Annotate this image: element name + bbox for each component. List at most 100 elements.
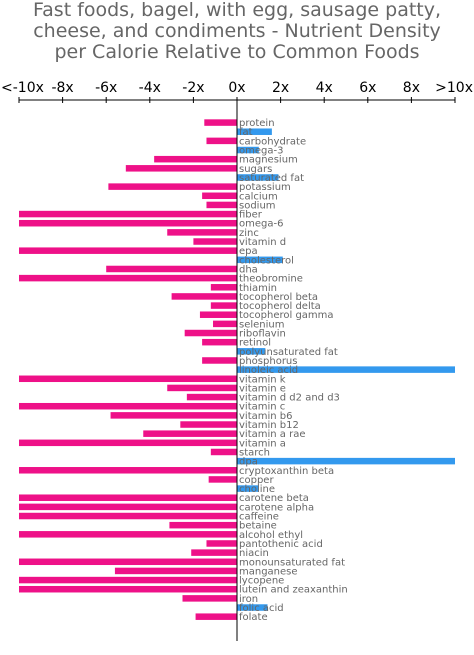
bar-zinc <box>167 229 237 236</box>
category-label: lycopene <box>239 576 284 587</box>
x-tick-label: -2x <box>182 80 204 96</box>
category-label: vitamin d <box>239 237 286 248</box>
category-label: vitamin a <box>239 438 286 449</box>
category-label: thiamin <box>239 283 277 294</box>
category-label: sodium <box>239 200 276 211</box>
chart-title: Fast foods, bagel, with egg, sausage pat… <box>0 0 474 63</box>
bar-caffeine <box>19 512 237 520</box>
bar-sodium <box>206 201 237 209</box>
category-label: tocopherol beta <box>239 292 318 303</box>
bar-protein <box>204 119 237 126</box>
bar-dpa <box>237 457 455 465</box>
category-label: phosphorus <box>239 356 297 367</box>
category-label: magnesium <box>239 155 298 166</box>
category-label: sugars <box>239 164 272 175</box>
category-label: riboflavin <box>239 329 286 340</box>
category-label: epa <box>239 246 258 257</box>
category-label: zinc <box>239 228 259 239</box>
category-label: choline <box>239 484 275 495</box>
bar-vitamin-b12 <box>180 421 237 428</box>
x-tick-label: 0x <box>228 80 245 96</box>
bar-folate <box>195 613 237 620</box>
bar-niacin <box>191 549 237 556</box>
bar-vitamin-d <box>193 238 237 245</box>
category-label: protein <box>239 118 275 129</box>
bar-tocopherol-gamma <box>199 311 237 318</box>
bar-cryptoxanthin-beta <box>19 467 237 474</box>
category-label: omega-3 <box>239 146 283 157</box>
bar-potassium <box>108 183 237 190</box>
x-axis: <-10x -8x -6x -4x -2x 0x 2x 4x 6x 8x >10x <box>1 80 473 103</box>
bar-cholesterol <box>237 256 283 264</box>
x-tick-label: -8x <box>51 80 73 96</box>
category-label: polyunsaturated fat <box>239 347 338 358</box>
category-labels: proteinfatcarbohydrateomega-3magnesiumsu… <box>239 118 348 623</box>
bar-iron <box>182 595 237 602</box>
category-label: carbohydrate <box>239 136 306 147</box>
category-label: vitamin a rae <box>239 429 305 440</box>
category-label: tocopherol gamma <box>239 310 334 321</box>
bar-retinol <box>202 338 237 346</box>
bar-fat <box>237 128 272 135</box>
bar-calcium <box>202 192 237 200</box>
bar-carotene-alpha <box>19 503 237 511</box>
category-label: starch <box>239 447 270 458</box>
bar-monounsaturated-fat <box>19 558 237 566</box>
category-label: linoleic acid <box>239 365 298 376</box>
bar-omega-6 <box>19 219 237 227</box>
x-tick-label: -6x <box>95 80 117 96</box>
category-label: omega-6 <box>239 219 283 230</box>
x-tick-label: 8x <box>403 80 420 96</box>
x-tick-label: -4x <box>139 80 161 96</box>
bar-vitamin-k <box>19 375 237 383</box>
category-label: caffeine <box>239 512 279 523</box>
chart-title-line-3: per Calorie Relative to Common Foods <box>54 41 420 63</box>
bar-saturated-fat <box>237 174 279 181</box>
category-label: cholesterol <box>239 255 294 266</box>
bar-pantothenic-acid <box>206 540 237 547</box>
category-label: vitamin k <box>239 374 286 385</box>
x-tick-label: >10x <box>435 80 473 96</box>
bar-vitamin-b6 <box>110 412 237 419</box>
category-label: iron <box>239 594 258 605</box>
category-label: calcium <box>239 191 278 202</box>
bar-tocopherol-delta <box>210 302 237 309</box>
category-label: carotene alpha <box>239 502 314 513</box>
category-label: vitamin b6 <box>239 411 293 422</box>
bar-series <box>19 119 455 620</box>
category-label: vitamin b12 <box>239 420 299 431</box>
x-tick-label: 6x <box>359 80 376 96</box>
category-label: theobromine <box>239 274 303 285</box>
category-label: potassium <box>239 182 291 193</box>
bar-copper <box>208 476 237 483</box>
category-label: manganese <box>239 566 298 577</box>
bar-vitamin-d-d2-and-d3 <box>186 393 237 401</box>
category-label: vitamin c <box>239 402 285 413</box>
category-label: dha <box>239 264 258 275</box>
bar-folic-acid <box>237 604 268 611</box>
bar-lutein-and-zeaxanthin <box>19 585 237 593</box>
chart-title-line-1: Fast foods, bagel, with egg, sausage pat… <box>32 0 442 21</box>
bar-carotene-beta <box>19 494 237 501</box>
category-label: alcohol ethyl <box>239 530 303 541</box>
bar-alcohol-ethyl <box>19 531 237 538</box>
bar-starch <box>210 448 237 456</box>
category-label: lutein and zeaxanthin <box>239 585 348 596</box>
category-label: monounsaturated fat <box>239 557 345 568</box>
bar-magnesium <box>154 155 237 163</box>
bar-manganese <box>114 567 237 575</box>
category-label: folate <box>239 612 268 623</box>
bar-choline <box>237 485 259 492</box>
category-label: retinol <box>239 338 271 349</box>
chart-title-line-2: cheese, and condiments - Nutrient Densit… <box>33 20 441 42</box>
category-label: cryptoxanthin beta <box>239 466 334 477</box>
bar-thiamin <box>210 284 237 291</box>
category-label: vitamin d d2 and d3 <box>239 393 340 404</box>
category-label: carotene beta <box>239 493 309 504</box>
category-label: selenium <box>239 319 285 330</box>
bar-epa <box>19 247 237 254</box>
bar-carbohydrate <box>206 137 237 145</box>
category-label: dpa <box>239 457 258 468</box>
category-label: folic acid <box>239 603 284 614</box>
